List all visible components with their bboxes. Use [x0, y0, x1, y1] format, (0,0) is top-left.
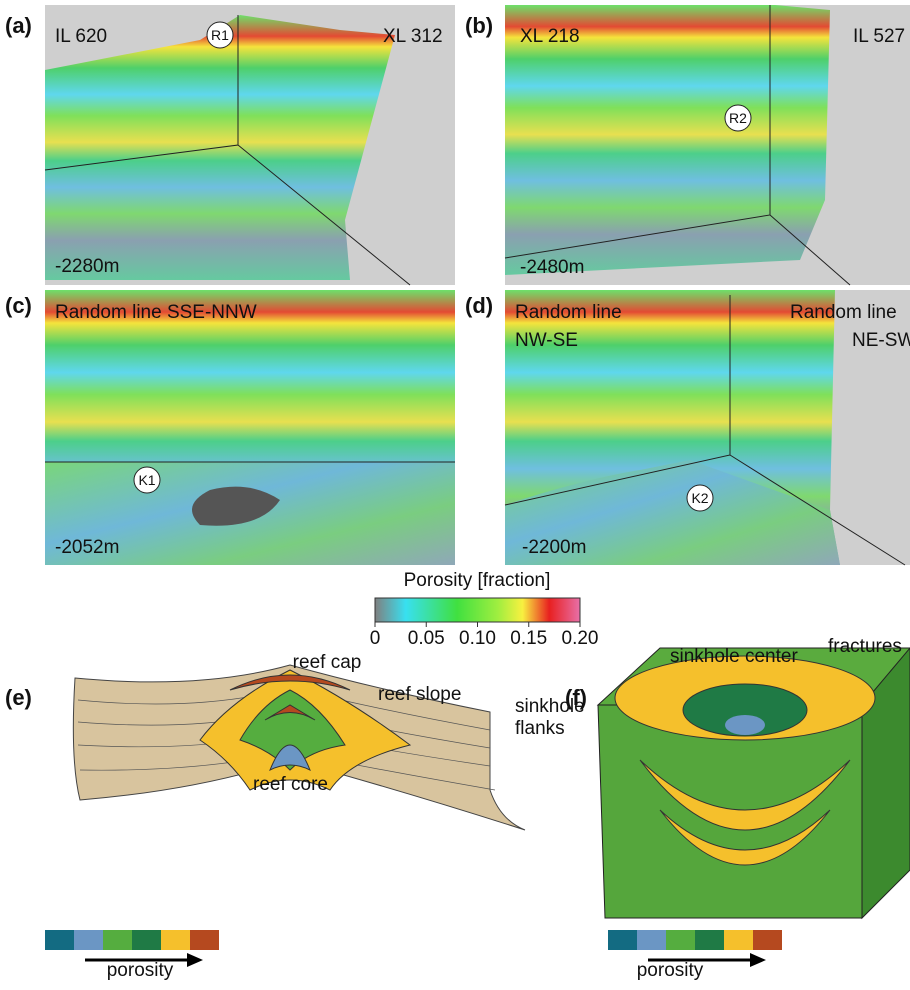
annotation: reef slope	[378, 684, 461, 705]
legend-swatch	[45, 930, 74, 950]
panel-label: (c)	[5, 293, 32, 318]
legend-swatch	[132, 930, 161, 950]
colorbar-tick-label: 0.20	[562, 628, 599, 649]
figure: (a) IL 620 XL 312 -2280m R1 (b) XL 218 I…	[0, 0, 910, 985]
annotation: reef core	[253, 774, 328, 795]
section-label: NE-SW	[852, 330, 910, 351]
panel-label: (a)	[5, 13, 32, 38]
colorbar-tick-label: 0.05	[408, 628, 445, 649]
legend-swatch	[190, 930, 219, 950]
depth-label: -2052m	[55, 537, 119, 558]
section-label: XL 218	[520, 26, 580, 47]
annotation: sinkhole center	[670, 646, 798, 667]
colorbar-tick-label: 0.15	[510, 628, 547, 649]
legend-swatch	[724, 930, 753, 950]
depth-label: -2200m	[522, 537, 586, 558]
section-label: XL 312	[383, 26, 443, 47]
legend-swatch	[666, 930, 695, 950]
annotation: fractures	[828, 636, 902, 657]
marker-label: K2	[691, 490, 708, 506]
legend-swatch	[637, 930, 666, 950]
section-label: NW-SE	[515, 330, 578, 351]
panel-label: (e)	[5, 685, 32, 710]
annotation: flanks	[515, 718, 565, 739]
marker-label: K1	[138, 472, 155, 488]
annotation: reef cap	[293, 652, 362, 673]
depth-label: -2480m	[520, 257, 584, 278]
colorbar-ticks: 0 0.05 0.10 0.15 0.20	[370, 622, 599, 649]
panel-label: (d)	[465, 293, 493, 318]
section-label: Random line	[790, 302, 897, 323]
sinkhole-core	[725, 715, 765, 735]
panel-label: (b)	[465, 13, 493, 38]
section-label: IL 527	[853, 26, 905, 47]
annotation: sinkhole	[515, 696, 585, 717]
colorbar-tick-label: 0.10	[459, 628, 496, 649]
legend-arrowhead	[187, 953, 203, 967]
legend-swatch	[753, 930, 782, 950]
section-label: Random line	[515, 302, 622, 323]
marker-label: R2	[729, 110, 747, 126]
legend-swatch	[161, 930, 190, 950]
colorbar-title: Porosity [fraction]	[404, 570, 551, 591]
marker-label: R1	[211, 27, 229, 43]
depth-label: -2280m	[55, 256, 119, 277]
section-label: Random line SSE-NNW	[55, 302, 257, 323]
legend-label: porosity	[637, 960, 704, 981]
colorbar-tick-label: 0	[370, 628, 381, 649]
legend-swatch	[74, 930, 103, 950]
section-label: IL 620	[55, 26, 107, 47]
legend-swatch	[608, 930, 637, 950]
legend-arrowhead	[750, 953, 766, 967]
legend-swatch	[103, 930, 132, 950]
legend-label: porosity	[107, 960, 174, 981]
legend-swatch	[695, 930, 724, 950]
colorbar	[375, 598, 580, 622]
